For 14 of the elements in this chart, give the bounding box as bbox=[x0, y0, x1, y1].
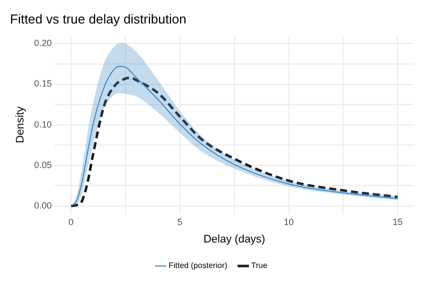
chart-title: Fitted vs true delay distribution bbox=[10, 11, 186, 26]
legend-label: Fitted (posterior) bbox=[168, 261, 228, 270]
y-tick-label: 0.00 bbox=[34, 200, 52, 210]
y-tick-label: 0.15 bbox=[34, 78, 52, 89]
x-tick-label: 10 bbox=[284, 216, 294, 227]
y-tick-label: 0.10 bbox=[34, 119, 52, 130]
x-tick-label: 0 bbox=[68, 216, 74, 227]
y-axis-title: Density bbox=[14, 106, 27, 144]
x-tick-label: 5 bbox=[177, 216, 182, 227]
legend-label: True bbox=[251, 261, 268, 270]
x-axis-title: Delay (days) bbox=[203, 233, 266, 246]
y-tick-label: 0.20 bbox=[34, 38, 52, 48]
y-tick-label: 0.05 bbox=[34, 160, 52, 170]
x-tick-label: 15 bbox=[392, 216, 403, 227]
